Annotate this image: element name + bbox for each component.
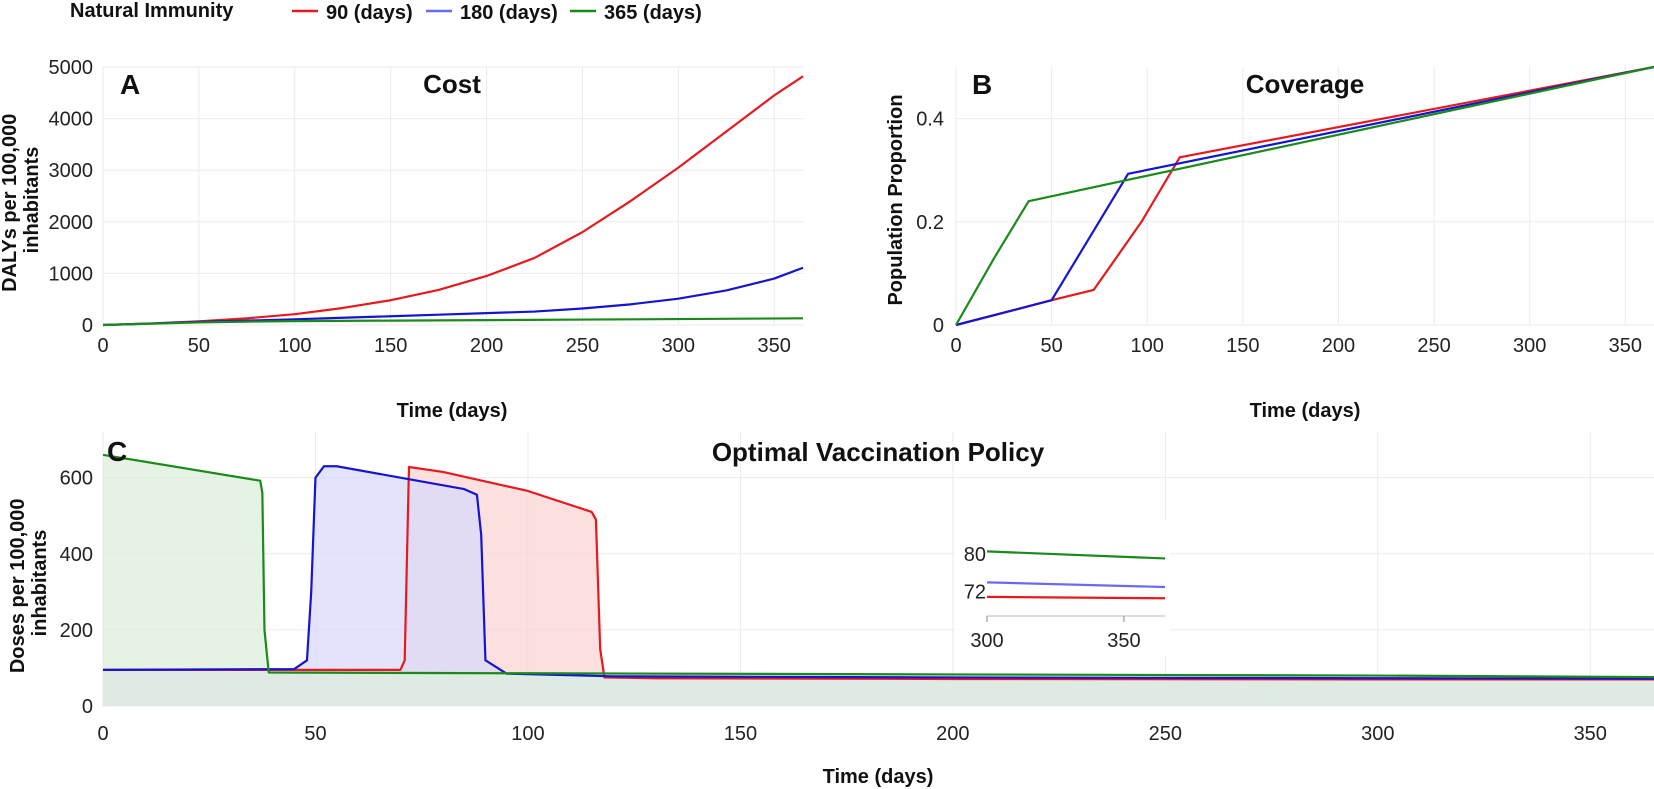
panel-c-letter: C [107, 436, 127, 467]
panel-c-ylabel: Doses per 100,000 inhabitants [7, 493, 51, 673]
inset-background [955, 520, 1170, 655]
panel-a-title: Cost [423, 69, 481, 99]
y-tick-label: 0 [82, 696, 93, 718]
x-tick-label: 50 [304, 723, 326, 745]
panel-b-letter: B [972, 69, 992, 100]
panel-c-title: Optimal Vaccination Policy [712, 437, 1045, 467]
x-tick-label: 150 [1226, 335, 1259, 357]
panel-b-series [955, 65, 1654, 327]
panel-a-series [102, 75, 804, 327]
series-area [103, 467, 1654, 706]
x-tick-label: 0 [97, 335, 108, 357]
x-tick-label: 300 [662, 335, 695, 357]
inset-x-tick-label: 300 [970, 630, 1003, 652]
legend-label-365: 365 (days) [604, 2, 702, 24]
legend: Natural Immunity 90 (days) 180 (days) 36… [70, 0, 702, 24]
y-tick-label: 2000 [49, 212, 94, 234]
y-tick-label: 600 [60, 468, 93, 490]
y-tick-label: 4000 [49, 109, 94, 131]
panel-c: 0 50 100 150 200 250 300 350 0 200 400 600 300 350 72… [7, 432, 1654, 788]
inset-series-line [986, 550, 1166, 560]
x-tick-label: 300 [1513, 335, 1546, 357]
x-tick-label: 100 [511, 723, 544, 745]
series-line [102, 317, 804, 327]
x-tick-label: 250 [566, 335, 599, 357]
panel-a-letter: A [120, 69, 140, 100]
x-tick-label: 350 [1609, 335, 1642, 357]
panel-c-xlabel: Time (days) [823, 766, 934, 788]
x-tick-label: 250 [1149, 723, 1182, 745]
x-tick-label: 350 [758, 335, 791, 357]
panel-b-ylabel: Population Proportion [885, 94, 907, 305]
panel-a-grid [102, 66, 803, 326]
series-line [955, 65, 1654, 326]
panel-c-ylabel-line1: Doses per 100,000 [7, 499, 29, 674]
inset-series-line [986, 581, 1166, 589]
x-tick-label: 0 [97, 723, 108, 745]
series-line [103, 465, 1654, 681]
inset-x-tick-label: 350 [1107, 630, 1140, 652]
legend-title: Natural Immunity [70, 0, 234, 22]
x-tick-label: 50 [1040, 335, 1062, 357]
y-tick-label: 400 [60, 544, 93, 566]
panel-b-ticks: 0 50 100 150 200 250 300 350 0 0.2 0.4 [916, 109, 1642, 357]
x-tick-label: 200 [936, 723, 969, 745]
legend-label-180: 180 (days) [460, 2, 558, 24]
x-tick-label: 150 [374, 335, 407, 357]
series-line [102, 266, 804, 327]
x-tick-label: 200 [470, 335, 503, 357]
panel-a-ylabel-line1: DALYs per 100,000 [0, 114, 21, 292]
y-tick-label: 0.4 [916, 109, 944, 131]
panel-c-series [102, 453, 1654, 706]
x-tick-label: 300 [1361, 723, 1394, 745]
y-tick-label: 1000 [49, 263, 94, 285]
y-tick-label: 0 [933, 315, 944, 337]
panel-b-title: Coverage [1246, 69, 1365, 99]
panel-b-grid [955, 67, 1654, 326]
x-tick-label: 100 [278, 335, 311, 357]
panel-c-ylabel-line2: inhabitants [29, 530, 51, 637]
panel-b-xlabel: Time (days) [1250, 400, 1361, 422]
series-line [102, 75, 804, 327]
panel-a: 0 50 100 150 200 250 300 350 0 1000 2000 3000 4000 50… [0, 57, 804, 422]
x-tick-label: 200 [1322, 335, 1355, 357]
panel-c-ticks: 0 50 100 150 200 250 300 350 0 200 400 600 [60, 468, 1607, 745]
inset-series-line [986, 595, 1166, 600]
panel-a-xlabel: Time (days) [397, 400, 508, 422]
y-tick-label: 0.2 [916, 212, 944, 234]
series-area [103, 454, 1654, 706]
series-line [955, 65, 1654, 327]
inset-y-tick-label: 80 [964, 544, 986, 566]
x-tick-label: 0 [950, 335, 961, 357]
panel-a-ticks: 0 50 100 150 200 250 300 350 0 1000 2000 3000 4000 50… [49, 57, 791, 357]
legend-label-90: 90 (days) [326, 2, 413, 24]
x-tick-label: 250 [1417, 335, 1450, 357]
y-tick-label: 5000 [49, 57, 94, 79]
y-tick-label: 200 [60, 620, 93, 642]
panel-a-ylabel-line2: inhabitants [21, 147, 43, 254]
x-tick-label: 150 [724, 723, 757, 745]
x-tick-label: 50 [188, 335, 210, 357]
y-tick-label: 3000 [49, 160, 94, 182]
x-tick-label: 350 [1574, 723, 1607, 745]
panel-a-ylabel: DALYs per 100,000 inhabitants [0, 108, 43, 292]
series-line [102, 465, 1654, 680]
inset-y-tick-label: 72 [964, 581, 986, 603]
x-tick-label: 100 [1131, 335, 1164, 357]
series-line [102, 453, 1654, 679]
panel-c-inset: 300 350 72 80 [955, 520, 1170, 655]
y-tick-label: 0 [82, 315, 93, 337]
